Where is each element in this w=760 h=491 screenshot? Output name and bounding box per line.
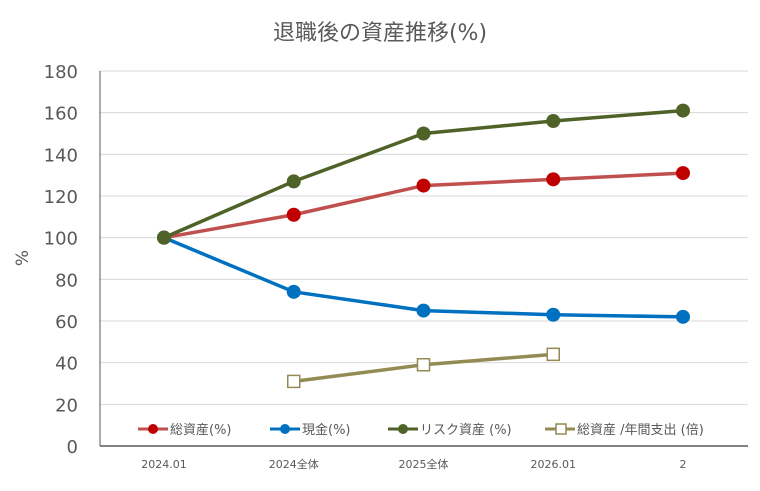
x-tick-label: 2026.01 xyxy=(531,458,577,471)
y-tick-label: 80 xyxy=(55,270,78,291)
legend-label: 総資産(%) xyxy=(170,422,232,438)
x-tick-label: 2024.01 xyxy=(141,458,187,471)
legend-label: リスク資産 (%) xyxy=(420,422,512,438)
legend-label: 現金(%) xyxy=(302,422,351,438)
data-point xyxy=(546,172,561,187)
y-tick-label: 60 xyxy=(55,312,78,333)
x-tick-label: 2025全体 xyxy=(399,457,449,471)
data-point xyxy=(416,126,431,141)
data-point xyxy=(676,309,690,324)
data-point xyxy=(157,230,171,245)
data-point xyxy=(416,303,431,318)
data-point xyxy=(416,358,431,372)
y-axis-label: % xyxy=(13,250,33,266)
x-tick-label: 2024全体 xyxy=(269,457,319,471)
y-tick-label: 0 xyxy=(67,437,78,458)
legend-label: 総資産 /年間支出 (倍) xyxy=(577,422,704,438)
y-tick-label: 20 xyxy=(55,395,78,416)
legend-marker xyxy=(148,424,158,434)
data-point xyxy=(286,207,301,222)
data-point xyxy=(546,114,561,128)
y-tick-label: 100 xyxy=(44,229,78,250)
data-point xyxy=(676,103,690,118)
data-point xyxy=(546,347,560,362)
legend-marker xyxy=(555,423,567,435)
data-point xyxy=(286,174,301,189)
data-point xyxy=(676,166,690,181)
y-tick-label: 180 xyxy=(44,62,78,83)
legend-marker xyxy=(280,424,290,434)
y-tick-label: 40 xyxy=(55,354,78,375)
x-tick-label: 2 xyxy=(680,458,687,471)
data-point xyxy=(287,374,301,389)
y-tick-label: 160 xyxy=(44,104,78,125)
chart-title: 退職後の資産推移(%) xyxy=(273,21,487,46)
data-point xyxy=(286,284,301,299)
y-tick-label: 120 xyxy=(44,187,78,208)
y-tick-label: 140 xyxy=(44,145,78,166)
data-point xyxy=(416,178,431,193)
legend-marker xyxy=(398,424,408,434)
data-point xyxy=(546,307,561,322)
